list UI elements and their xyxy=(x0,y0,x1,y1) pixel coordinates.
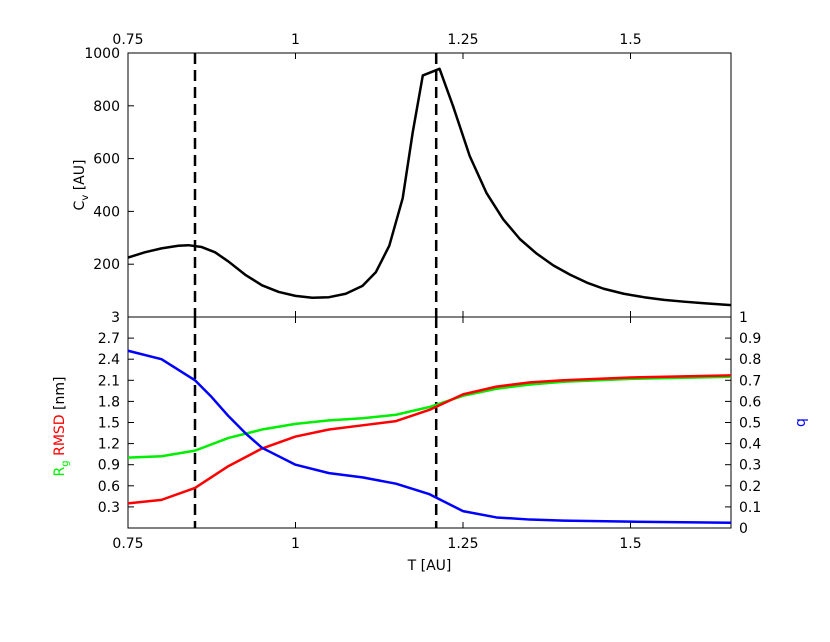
x-tick-label-top: 0.75 xyxy=(112,32,143,48)
x-tick-label: 1 xyxy=(291,536,300,552)
y-axis-label: Cv [AU] xyxy=(72,160,91,211)
x-tick-label-top: 1 xyxy=(291,32,300,48)
y-axis-label: Rg RMSD [nm] xyxy=(52,377,71,477)
y2-tick-label: 0.8 xyxy=(739,352,761,368)
x-tick-label: 1.5 xyxy=(619,536,641,552)
top-panel: 0.75 1 1.25 1.5 200 400 600 800 1000 Cv [AU] xyxy=(72,32,732,318)
y-tick-label: 0.3 xyxy=(98,500,120,516)
y-tick-label: 400 xyxy=(93,204,120,220)
y-tick-label: 1.5 xyxy=(98,416,120,432)
y2-tick-label: 0.9 xyxy=(739,331,761,347)
y-tick-label: 1000 xyxy=(84,46,120,62)
y-tick-label: 2.4 xyxy=(98,352,120,368)
y-axis-label-base: C xyxy=(72,200,88,210)
y-axis-label-rest: [AU] xyxy=(72,160,88,195)
x-tick-label-top: 1.25 xyxy=(447,32,478,48)
x-tick-label-top: 1.5 xyxy=(619,32,641,48)
y-tick-label: 0.9 xyxy=(98,458,120,474)
y-tick-label: 2.7 xyxy=(98,331,120,347)
y-axis-label-part: g xyxy=(60,460,71,466)
x-tick-label: 0.75 xyxy=(112,536,143,552)
y-tick-label: 2.1 xyxy=(98,373,120,389)
y-axis-label-part: RMSD xyxy=(52,414,68,460)
y2-tick-label: 0.2 xyxy=(739,479,761,495)
y2-tick-label: 0.6 xyxy=(739,394,761,410)
y-axis-label-part: R xyxy=(52,466,68,476)
y-tick-label: 200 xyxy=(93,257,120,273)
y2-tick-label: 0.5 xyxy=(739,416,761,432)
y-tick-label: 0.6 xyxy=(98,479,120,495)
y-tick-label: 1.2 xyxy=(98,437,120,453)
bottom-panel: 0.75 1 1.25 1.5 0.3 0.6 0.9 1.2 1.5 1.8 2.1 2.4 2.7 3… xyxy=(52,310,809,574)
plot-frame xyxy=(127,52,732,318)
y2-axis-label: b xyxy=(793,418,809,427)
x-tick-label: 1.25 xyxy=(447,536,478,552)
series-line xyxy=(127,67,732,307)
y-tick-label: 1.8 xyxy=(98,394,120,410)
y2-tick-label: 0.3 xyxy=(739,458,761,474)
series-line xyxy=(127,375,732,459)
y2-tick-label: 1 xyxy=(739,310,748,326)
y2-tick-label: 0.1 xyxy=(739,500,761,516)
y-tick-label: 800 xyxy=(93,99,120,115)
y-axis-label-sub: v xyxy=(80,195,91,201)
series-line xyxy=(127,349,732,524)
y2-tick-label: 0.7 xyxy=(739,373,761,389)
y-axis-label-part: [nm] xyxy=(52,377,68,415)
plot-frame xyxy=(127,316,732,529)
y2-tick-label: 0 xyxy=(739,521,748,537)
y-tick-label: 3 xyxy=(111,310,120,326)
y-tick-label: 600 xyxy=(93,152,120,168)
x-axis-label: T [AU] xyxy=(407,558,452,574)
series-line xyxy=(127,374,732,505)
y2-tick-label: 0.4 xyxy=(739,437,761,453)
